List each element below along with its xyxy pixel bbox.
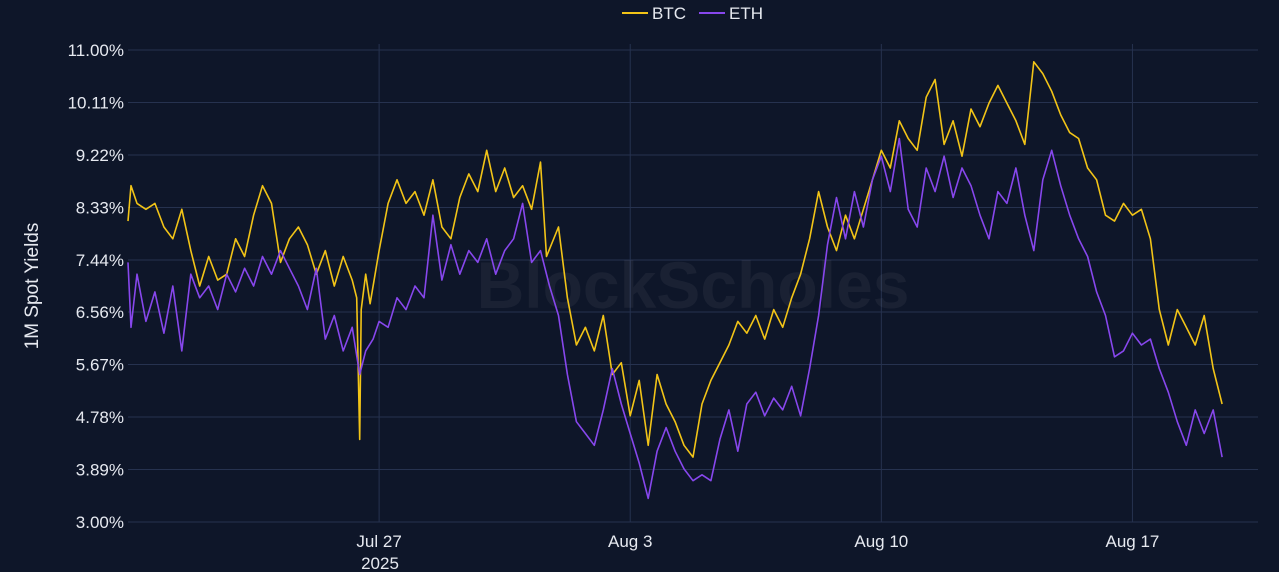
x-tick-label: Aug 17 [1105, 532, 1159, 551]
y-axis-title: 1M Spot Yields [22, 223, 43, 350]
y-tick-label: 6.56% [76, 303, 124, 322]
series-layer [127, 61, 1223, 500]
x-tick-label: Aug 10 [854, 532, 908, 551]
legend-label-btc: BTC [652, 4, 686, 23]
y-tick-label: 4.78% [76, 408, 124, 427]
legend: BTC ETH [622, 4, 763, 23]
y-tick-label: 3.89% [76, 460, 124, 479]
y-tick-label: 8.33% [76, 199, 124, 218]
y-tick-label: 5.67% [76, 355, 124, 374]
grid-layer [128, 44, 1258, 523]
y-tick-label: 9.22% [76, 146, 124, 165]
y-tick-label: 10.11% [68, 94, 124, 113]
legend-label-eth: ETH [729, 4, 763, 23]
watermark-text: BlockScholes [477, 248, 910, 322]
y-axis-ticks: 3.00% 3.89% 4.78% 5.67% 6.56% 7.44% 8.33% 9.22%… [68, 41, 124, 532]
y-tick-label: 3.00% [76, 513, 124, 532]
x-tick-label: Jul 27 [356, 532, 401, 551]
y-tick-label: 7.44% [76, 251, 124, 270]
x-axis-ticks: Jul 27 Aug 3 Aug 10 Aug 17 [356, 532, 1159, 551]
x-tick-label: Aug 3 [608, 532, 652, 551]
x-axis-year-label: 2025 [361, 554, 399, 572]
y-tick-label: 11.00% [68, 41, 124, 60]
series-line-btc [127, 61, 1223, 458]
series-line-eth [127, 137, 1223, 500]
